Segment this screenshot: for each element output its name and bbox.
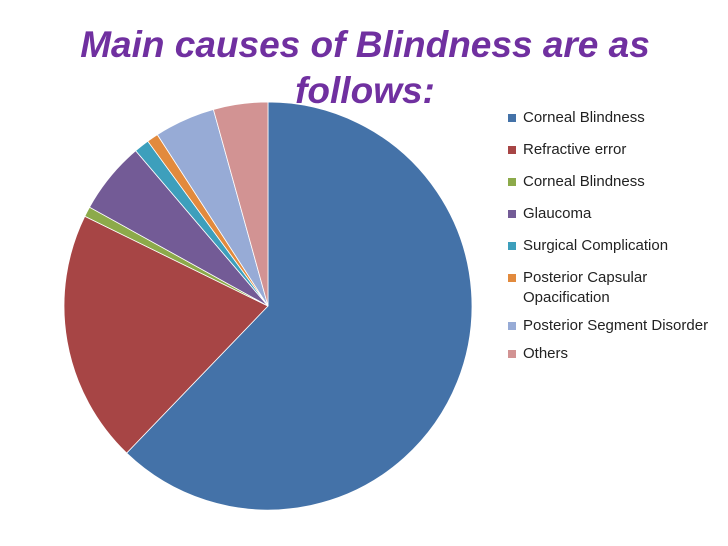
pie-slice-others-7 (212, 101, 269, 307)
legend-swatch (508, 210, 516, 218)
legend-item-corneal-blindness: Corneal Blindness (508, 108, 723, 128)
legend-item-posterior-capsular-opacification: Posterior Capsular Opacification (508, 268, 723, 308)
legend-label: Posterior Segment Disorder (523, 317, 709, 334)
legend-swatch (508, 350, 516, 358)
legend-label: Corneal Blindness (523, 109, 645, 126)
legend-item-corneal-blindness-2: Corneal Blindness (508, 172, 723, 192)
legend-label: Surgical Complication (523, 237, 669, 254)
legend-swatch (508, 274, 516, 282)
pie-slice-corneal-blindness-0 (126, 101, 473, 511)
legend-item-glaucoma: Glaucoma (508, 204, 723, 224)
legend-label: Posterior Capsular Opacification (523, 269, 648, 306)
legend-swatch (508, 146, 516, 154)
pie-slice-refractive-error-1 (63, 215, 269, 454)
legend-label: Refractive error (523, 141, 627, 158)
legend: Corneal Blindness Refractive error Corne… (508, 108, 723, 376)
chart-title: Main causes of Blindness are as follows: (80, 24, 650, 111)
legend-swatch (508, 178, 516, 186)
legend-swatch (508, 114, 516, 122)
legend-swatch (508, 242, 516, 250)
legend-label: Glaucoma (523, 205, 592, 222)
legend-label: Corneal Blindness (523, 173, 645, 190)
legend-item-others: Others (508, 344, 723, 364)
legend-item-posterior-segment-disorder: Posterior Segment Disorder (508, 316, 723, 336)
legend-swatch (508, 322, 516, 330)
legend-label: Others (523, 345, 569, 362)
legend-item-surgical-complication: Surgical Complication (508, 236, 723, 256)
legend-item-refractive-error: Refractive error (508, 140, 723, 160)
